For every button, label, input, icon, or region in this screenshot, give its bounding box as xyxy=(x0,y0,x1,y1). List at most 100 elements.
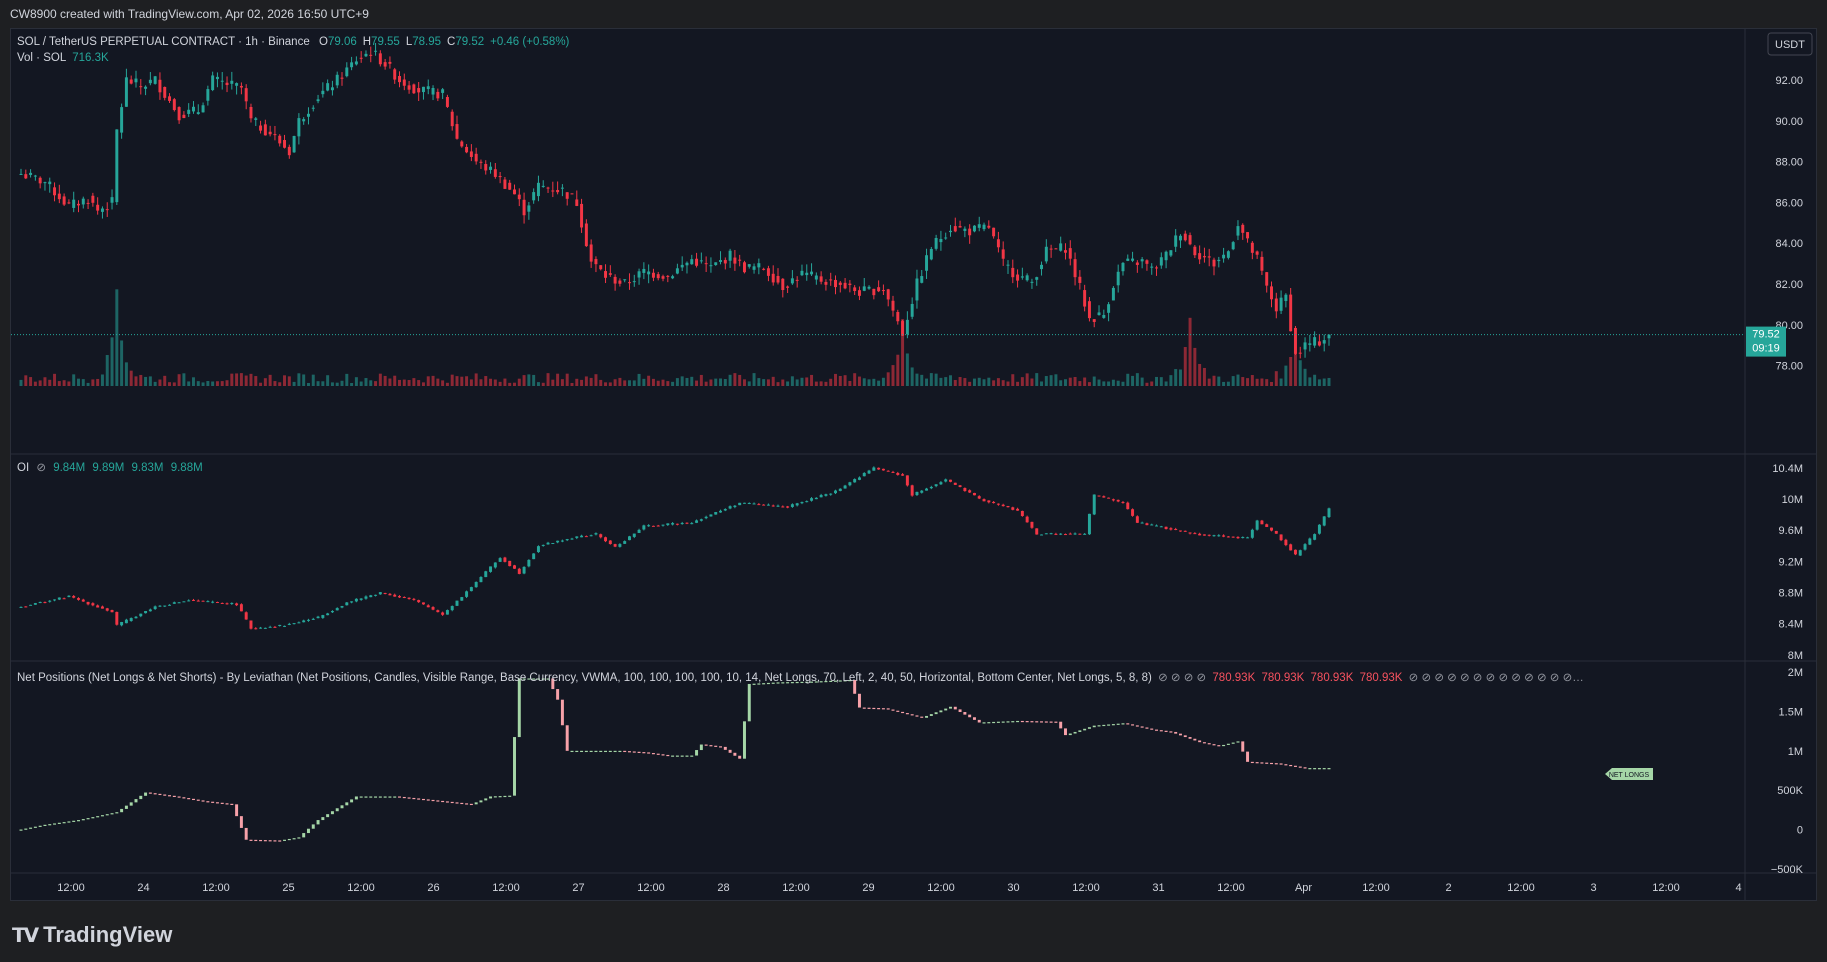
price-candle xyxy=(604,271,608,278)
volume-bar xyxy=(144,376,148,386)
np-candle xyxy=(1078,730,1082,732)
volume-bar xyxy=(1006,381,1010,386)
price-candle xyxy=(800,270,804,276)
np-candle xyxy=(1303,767,1307,769)
oi-candle xyxy=(72,596,76,598)
oi-candle xyxy=(1063,534,1067,536)
oi-candle xyxy=(144,610,148,614)
oi-candle xyxy=(1274,530,1278,534)
price-candle xyxy=(896,312,900,322)
np-candle xyxy=(661,754,665,756)
oi-candle xyxy=(795,503,799,506)
volume-bar xyxy=(431,375,435,386)
volume-bar xyxy=(81,379,85,386)
price-candle xyxy=(738,259,742,261)
volume-bar xyxy=(1116,380,1120,386)
volume-bar xyxy=(436,378,440,386)
np-candle xyxy=(1121,723,1125,725)
volume-bar xyxy=(546,373,550,386)
oi-candle xyxy=(96,605,100,608)
oi-candle xyxy=(905,475,909,486)
oi-candle xyxy=(33,603,37,605)
tradingview-logo[interactable]: 𝗧𝗩 TradingView xyxy=(12,922,172,948)
oi-candle xyxy=(235,603,239,606)
np-candle xyxy=(589,750,593,753)
volume-bar xyxy=(560,379,564,386)
oi-value-3: 9.83M xyxy=(132,462,164,474)
oi-axis[interactable]: 10.4M 10M 9.6M 9.2M 8.8M 8.4M 8M xyxy=(1772,463,1803,662)
np-legend[interactable]: Net Positions (Net Longs & Net Shorts) -… xyxy=(17,672,1584,684)
legend-ohlc: O79.06 H79.55 L78.95 C79.52 +0.46 (+0.58%) xyxy=(319,36,570,48)
price-candle xyxy=(493,169,497,177)
np-candle xyxy=(929,714,933,716)
price-candle xyxy=(766,268,770,276)
oi-candle xyxy=(398,596,401,598)
price-candle xyxy=(915,278,919,301)
oi-candle xyxy=(1001,504,1005,507)
price-candle xyxy=(100,208,104,212)
price-candle xyxy=(675,268,679,274)
np-candle xyxy=(287,838,291,841)
volume-bar xyxy=(714,378,718,386)
price-candle xyxy=(220,80,224,82)
price-candle xyxy=(225,82,229,86)
volume-bar xyxy=(877,380,881,386)
price-candle xyxy=(489,166,493,170)
price-candle xyxy=(24,174,28,179)
legend-volume[interactable]: Vol · SOL 716.3K xyxy=(17,52,109,64)
chart-attribution: CW8900 created with TradingView.com, Apr… xyxy=(0,0,1827,28)
oi-candle xyxy=(1140,522,1144,524)
np-candle xyxy=(599,750,603,753)
oi-legend[interactable]: OI ⊘ 9.84M 9.89M 9.83M 9.88M xyxy=(17,462,203,474)
oi-candle xyxy=(728,506,732,509)
price-candle xyxy=(350,62,354,68)
currency-button[interactable]: USDT xyxy=(1767,32,1813,56)
np-candle xyxy=(891,709,895,711)
volume-bar xyxy=(24,375,28,386)
volume-bar xyxy=(651,378,655,386)
np-candle xyxy=(1020,720,1024,723)
volume-bar xyxy=(819,381,823,386)
price-candle xyxy=(723,259,727,264)
np-candle xyxy=(1246,751,1250,762)
oi-candle xyxy=(43,602,47,604)
oi-visibility-icon[interactable]: ⊘ xyxy=(36,462,46,474)
volume-bar xyxy=(1308,377,1312,386)
volume-bar xyxy=(527,374,531,386)
np-candle xyxy=(565,725,569,751)
oi-legend-label: OI xyxy=(17,462,29,474)
volume-bar xyxy=(239,373,243,386)
np-candle xyxy=(848,680,852,682)
volume-bar xyxy=(881,377,885,386)
oi-candle xyxy=(1178,530,1182,532)
price-candle xyxy=(1183,233,1187,241)
np-candle xyxy=(268,840,272,842)
price-candle xyxy=(215,76,219,80)
volume-bar xyxy=(1083,377,1087,386)
oi-candle xyxy=(881,468,885,471)
oi-candle xyxy=(436,610,440,613)
np-candle xyxy=(532,678,536,680)
oi-candle xyxy=(1054,533,1058,535)
oi-candle xyxy=(311,618,315,620)
volume-bar xyxy=(594,374,598,386)
volume-bar xyxy=(215,381,219,386)
legend-symbol[interactable]: SOL / TetherUS PERPETUAL CONTRACT · 1h ·… xyxy=(17,36,310,48)
price-candle xyxy=(311,107,315,109)
price-candle xyxy=(742,262,746,273)
np-candle xyxy=(91,817,95,819)
oi-candle xyxy=(513,565,516,569)
volume-bar xyxy=(977,377,981,386)
volume-bar xyxy=(354,377,358,386)
chart-frame[interactable]: 92.00 90.00 88.00 86.00 84.00 82.00 80.00 78.00… xyxy=(10,28,1817,901)
chart-canvas[interactable]: 92.0090.0088.0086.0084.0082.0080.0078.00… xyxy=(11,29,1816,900)
volume-bar xyxy=(1317,379,1321,386)
oi-candle xyxy=(556,540,560,543)
oi-candle xyxy=(249,620,253,629)
np-candle xyxy=(206,801,210,803)
np-axis[interactable]: 2M 1.5M 1M 500K 0 −500K xyxy=(1771,667,1804,876)
price-candle xyxy=(867,286,871,289)
oi-candle xyxy=(493,562,497,568)
np-candle xyxy=(1260,762,1264,764)
time-axis[interactable]: 12:00 24 12:00 25 12:00 26 12:00 27 12:00 28 12:00… xyxy=(57,882,1741,894)
